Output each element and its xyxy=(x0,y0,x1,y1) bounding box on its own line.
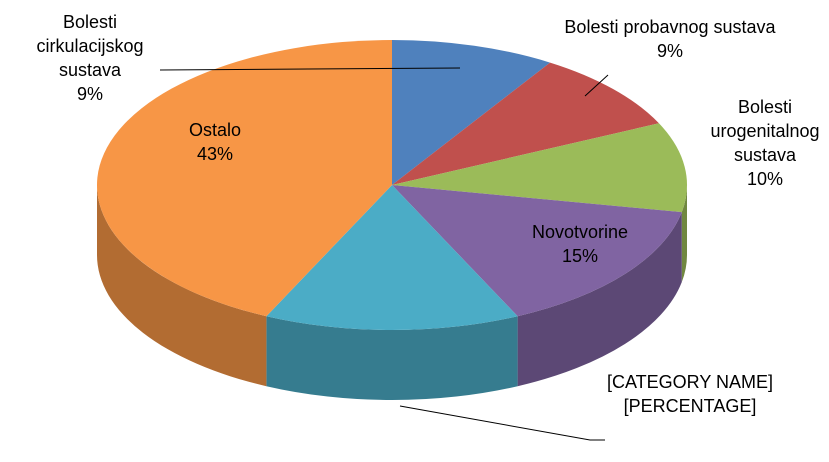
data-label: Bolesti cirkulacijskog sustava 9% xyxy=(15,10,165,106)
leader-line xyxy=(159,67,461,71)
data-label: Ostalo 43% xyxy=(150,118,280,166)
category-name: Bolesti probavnog sustava xyxy=(564,17,776,37)
slice xyxy=(392,185,682,317)
slice xyxy=(96,39,393,317)
category-name: [CATEGORY NAME] xyxy=(606,372,774,392)
value-label: 10% xyxy=(746,169,784,189)
value-label: 15% xyxy=(561,246,599,266)
slice-side xyxy=(97,185,267,387)
slice-side xyxy=(681,185,687,283)
value-label: [PERCENTAGE] xyxy=(623,396,757,416)
slice-side xyxy=(517,212,682,387)
slice xyxy=(266,185,518,330)
leader-line xyxy=(584,74,609,97)
category-name: Ostalo xyxy=(188,120,242,140)
category-name: Novotvorine xyxy=(531,222,629,242)
value-label: 9% xyxy=(656,41,683,61)
leader-line xyxy=(399,405,605,441)
data-label: Bolesti urogenitalnog sustava 10% xyxy=(690,95,829,191)
data-label: Novotvorine 15% xyxy=(490,220,670,268)
slice xyxy=(392,40,551,185)
slice-side xyxy=(266,316,518,400)
data-label: [CATEGORY NAME] [PERCENTAGE] xyxy=(600,370,780,418)
pie xyxy=(96,39,687,400)
category-name: Bolesti urogenitalnog sustava xyxy=(710,97,820,165)
data-label: Bolesti probavnog sustava 9% xyxy=(560,15,780,63)
slice xyxy=(392,123,687,213)
value-label: 43% xyxy=(196,144,234,164)
slice xyxy=(392,62,659,186)
category-name: Bolesti cirkulacijskog sustava xyxy=(36,12,144,80)
value-label: 9% xyxy=(76,84,103,104)
